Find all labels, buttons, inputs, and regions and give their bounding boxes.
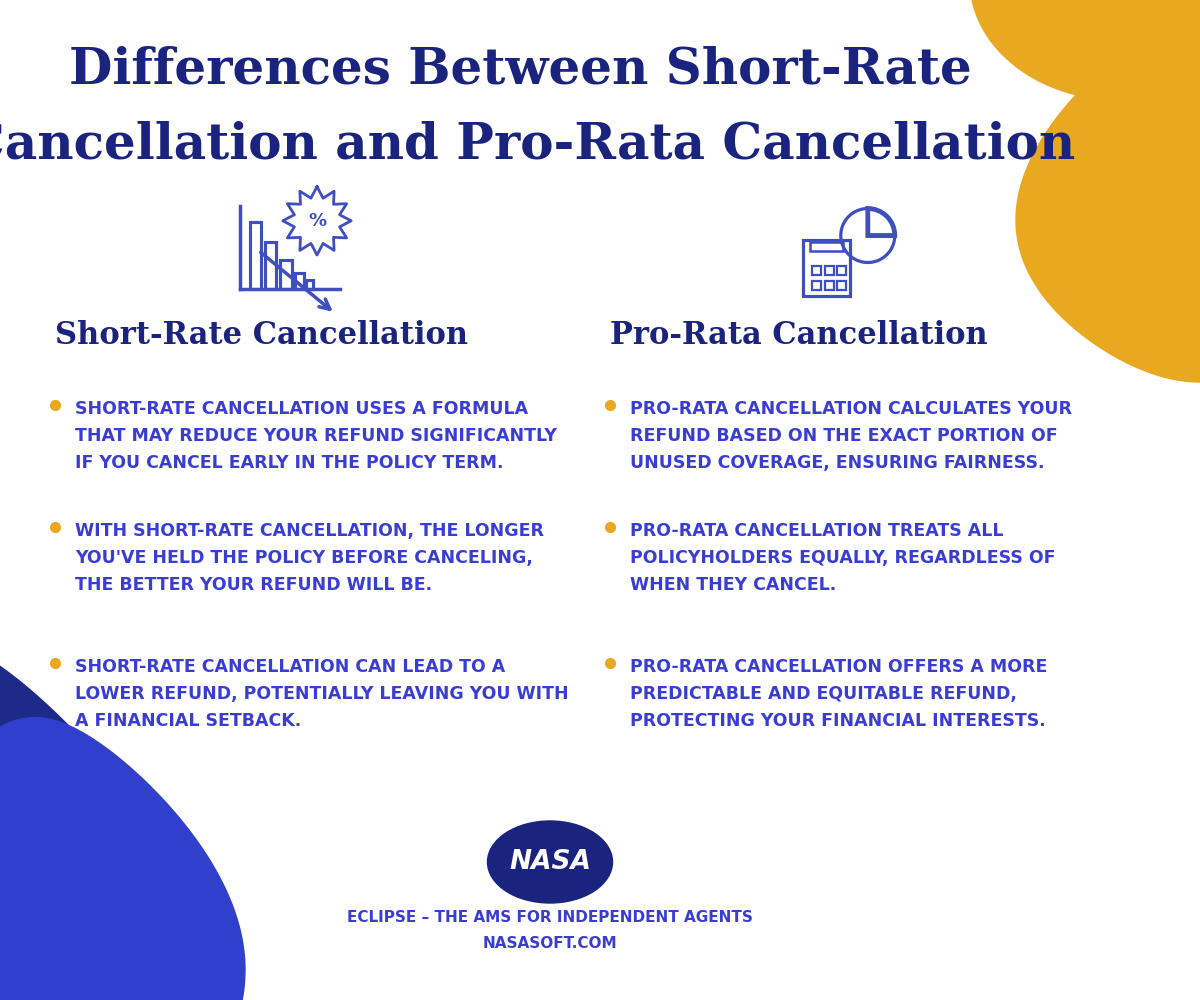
Bar	[265, 242, 276, 289]
Bar	[838, 266, 846, 275]
Bar	[812, 280, 821, 290]
Text: Pro-Rata Cancellation: Pro-Rata Cancellation	[610, 320, 988, 351]
Bar	[295, 273, 304, 289]
Text: ECLIPSE – THE AMS FOR INDEPENDENT AGENTS: ECLIPSE – THE AMS FOR INDEPENDENT AGENTS	[347, 910, 752, 926]
Polygon shape	[0, 718, 245, 1000]
Polygon shape	[1080, 0, 1200, 120]
Text: Short-Rate Cancellation: Short-Rate Cancellation	[55, 320, 468, 351]
Text: PRO-RATA CANCELLATION TREATS ALL
POLICYHOLDERS EQUALLY, REGARDLESS OF
WHEN THEY : PRO-RATA CANCELLATION TREATS ALL POLICYH…	[630, 522, 1056, 594]
Ellipse shape	[487, 821, 612, 903]
Text: Cancellation and Pro-Rata Cancellation: Cancellation and Pro-Rata Cancellation	[0, 120, 1075, 169]
Text: Differences Between Short-Rate: Differences Between Short-Rate	[68, 45, 971, 94]
Bar	[803, 240, 850, 296]
Bar	[280, 260, 292, 289]
Text: WITH SHORT-RATE CANCELLATION, THE LONGER
YOU'VE HELD THE POLICY BEFORE CANCELING: WITH SHORT-RATE CANCELLATION, THE LONGER…	[74, 522, 544, 594]
Text: SHORT-RATE CANCELLATION CAN LEAD TO A
LOWER REFUND, POTENTIALLY LEAVING YOU WITH: SHORT-RATE CANCELLATION CAN LEAD TO A LO…	[74, 658, 569, 730]
Text: PRO-RATA CANCELLATION CALCULATES YOUR
REFUND BASED ON THE EXACT PORTION OF
UNUSE: PRO-RATA CANCELLATION CALCULATES YOUR RE…	[630, 400, 1072, 472]
Bar	[812, 266, 821, 275]
Bar	[824, 280, 834, 290]
Text: %: %	[308, 212, 326, 230]
Polygon shape	[970, 0, 1200, 100]
Bar	[810, 242, 842, 251]
Text: PRO-RATA CANCELLATION OFFERS A MORE
PREDICTABLE AND EQUITABLE REFUND,
PROTECTING: PRO-RATA CANCELLATION OFFERS A MORE PRED…	[630, 658, 1048, 730]
Polygon shape	[0, 633, 199, 1000]
Bar	[838, 280, 846, 290]
Text: SHORT-RATE CANCELLATION USES A FORMULA
THAT MAY REDUCE YOUR REFUND SIGNIFICANTLY: SHORT-RATE CANCELLATION USES A FORMULA T…	[74, 400, 557, 472]
Polygon shape	[1016, 22, 1200, 382]
Text: NASASOFT.COM: NASASOFT.COM	[482, 936, 617, 950]
Bar	[306, 280, 312, 289]
Bar	[824, 266, 834, 275]
Bar	[250, 222, 262, 289]
Text: NASA: NASA	[509, 849, 590, 875]
